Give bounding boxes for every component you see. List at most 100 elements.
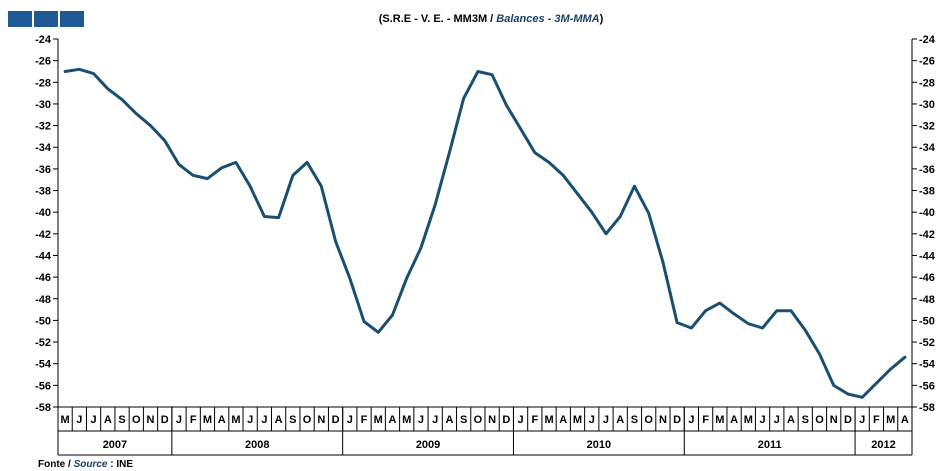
data-point bbox=[291, 174, 295, 177]
x-tick-label: O bbox=[303, 414, 312, 426]
x-tick-label: A bbox=[389, 414, 397, 426]
x-tick-label: N bbox=[659, 414, 667, 426]
chart-title: (S.R.E - V. E. - MM3M / Balances - 3M-MM… bbox=[379, 13, 604, 25]
x-tick-label: F bbox=[702, 414, 709, 426]
y-tick-label-right: -36 bbox=[919, 164, 935, 176]
y-tick-label-right: -34 bbox=[919, 142, 936, 154]
data-point bbox=[334, 240, 337, 243]
x-tick-label: D bbox=[502, 414, 510, 426]
data-point bbox=[547, 161, 551, 164]
x-tick-label: M bbox=[544, 414, 553, 426]
logo-block bbox=[8, 11, 32, 27]
y-tick-label-left: -24 bbox=[35, 34, 52, 46]
x-tick-label: M bbox=[231, 414, 240, 426]
x-tick-label: S bbox=[118, 414, 125, 426]
x-tick-label: N bbox=[147, 414, 155, 426]
x-tick-label: J bbox=[688, 414, 694, 426]
year-label: 2008 bbox=[245, 439, 269, 451]
y-tick-label-left: -28 bbox=[35, 77, 51, 89]
data-point bbox=[63, 70, 67, 73]
data-point bbox=[747, 322, 750, 325]
y-tick-label-left: -38 bbox=[35, 186, 51, 198]
x-tick-label: A bbox=[445, 414, 453, 426]
data-point bbox=[818, 352, 821, 356]
logo-blocks bbox=[8, 11, 84, 27]
data-point bbox=[576, 192, 579, 195]
x-tick-label: N bbox=[830, 414, 838, 426]
x-tick-label: S bbox=[460, 414, 467, 426]
x-tick-label: J bbox=[432, 414, 438, 426]
y-tick-label-left: -58 bbox=[35, 402, 51, 414]
data-point bbox=[732, 312, 736, 316]
data-point bbox=[433, 203, 437, 206]
y-tick-label-left: -30 bbox=[35, 99, 51, 111]
y-axis-left: -24 -26 -28 -30 -32 -34 -36 -38 -40 -42 -44 -46 -48 -… bbox=[35, 34, 58, 414]
data-point bbox=[505, 103, 508, 107]
x-tick-label: S bbox=[289, 414, 296, 426]
data-point bbox=[462, 97, 465, 100]
x-tick-label: A bbox=[559, 414, 567, 426]
y-tick-label-right: -46 bbox=[919, 272, 935, 284]
data-point bbox=[903, 356, 907, 359]
x-tick-label: O bbox=[132, 414, 141, 426]
y-tick-label-right: -44 bbox=[919, 250, 936, 262]
source-suffix: : INE bbox=[107, 459, 133, 470]
y-tick-label-left: -48 bbox=[35, 294, 51, 306]
source-accent: Source bbox=[74, 459, 108, 470]
data-point bbox=[248, 185, 252, 188]
y-tick-label-right: -58 bbox=[919, 402, 935, 414]
source-note: Fonte / Source : INE bbox=[38, 459, 133, 470]
data-point bbox=[789, 309, 793, 312]
data-point bbox=[419, 246, 423, 250]
data-point bbox=[832, 384, 835, 387]
data-point bbox=[775, 309, 778, 312]
data-point bbox=[633, 185, 636, 188]
data-point bbox=[163, 139, 166, 142]
y-tick-label-right: -32 bbox=[919, 121, 935, 133]
data-point bbox=[234, 161, 238, 164]
x-tick-label: O bbox=[644, 414, 653, 426]
x-tick-label: A bbox=[104, 414, 112, 426]
x-tick-label: F bbox=[873, 414, 880, 426]
data-point bbox=[106, 87, 110, 90]
x-tick-label: N bbox=[317, 414, 325, 426]
data-point bbox=[120, 98, 124, 101]
x-tick-label: J bbox=[76, 414, 82, 426]
x-tick-label: J bbox=[518, 414, 524, 426]
data-point bbox=[391, 313, 394, 317]
x-tick-label: A bbox=[275, 414, 283, 426]
x-tick-label: S bbox=[802, 414, 809, 426]
chart-title-accent: Balances - 3M-MMA bbox=[496, 13, 599, 25]
data-point bbox=[135, 112, 138, 115]
x-tick-label: J bbox=[347, 414, 353, 426]
year-label: 2007 bbox=[103, 439, 127, 451]
data-point bbox=[519, 127, 522, 131]
y-tick-label-left: -42 bbox=[35, 229, 51, 241]
y-tick-label-right: -26 bbox=[919, 56, 935, 68]
x-tick-label: O bbox=[474, 414, 483, 426]
data-point bbox=[78, 68, 81, 71]
year-label: 2011 bbox=[758, 439, 782, 451]
y-tick-label-left: -40 bbox=[35, 207, 51, 219]
source-prefix: Fonte / bbox=[38, 459, 74, 470]
chart-title-close: ) bbox=[600, 13, 604, 25]
x-tick-label: O bbox=[815, 414, 824, 426]
data-point bbox=[804, 328, 807, 332]
data-point bbox=[320, 185, 323, 188]
y-tick-label-left: -54 bbox=[35, 359, 52, 371]
x-tick-label: D bbox=[332, 414, 340, 426]
data-point bbox=[305, 161, 309, 164]
data-point bbox=[263, 215, 266, 218]
y-tick-label-right: -56 bbox=[919, 380, 935, 392]
y-tick-label-left: -50 bbox=[35, 315, 51, 327]
data-point bbox=[860, 396, 864, 399]
data-point bbox=[704, 309, 707, 312]
x-tick-label: J bbox=[759, 414, 765, 426]
x-tick-label: M bbox=[744, 414, 753, 426]
y-tick-label-right: -50 bbox=[919, 315, 935, 327]
data-point bbox=[348, 277, 351, 280]
data-point bbox=[647, 212, 650, 215]
x-tick-label: D bbox=[673, 414, 681, 426]
data-point bbox=[590, 210, 593, 214]
